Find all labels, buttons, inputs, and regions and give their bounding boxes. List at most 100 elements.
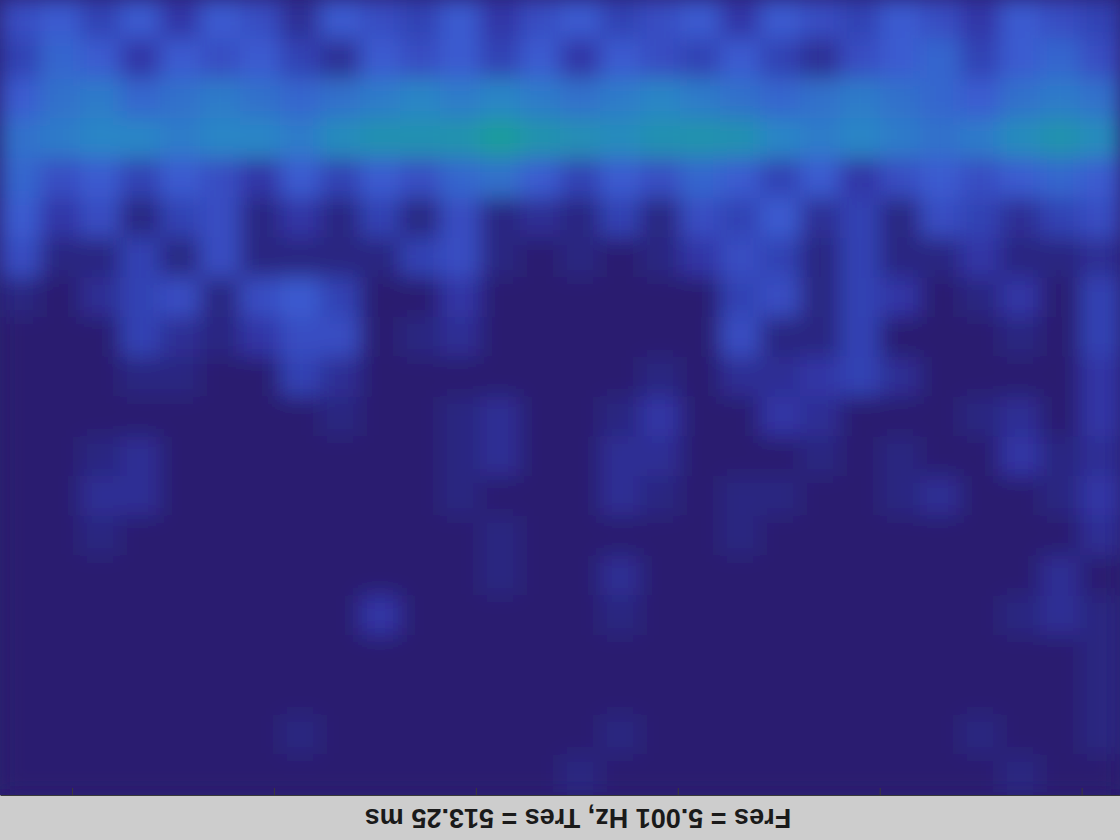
heatmap-cell bbox=[240, 118, 281, 160]
heatmap-cell bbox=[120, 516, 161, 558]
x-axis bbox=[1, 788, 1120, 796]
heatmap-cell bbox=[520, 595, 561, 637]
heatmap-cell bbox=[600, 675, 641, 717]
heatmap-cell bbox=[1000, 198, 1041, 240]
heatmap-cell bbox=[160, 198, 201, 240]
tick-mark bbox=[476, 788, 477, 795]
heatmap-cell bbox=[280, 198, 321, 240]
heatmap-cell bbox=[480, 397, 521, 439]
tick bbox=[72, 788, 73, 795]
heatmap-cell bbox=[760, 397, 801, 439]
heatmap-cell bbox=[680, 675, 721, 717]
heatmap-cell bbox=[1000, 397, 1041, 439]
heatmap-cell bbox=[1040, 715, 1081, 757]
heatmap-cell bbox=[560, 516, 601, 558]
heatmap-cell bbox=[1040, 635, 1081, 677]
heatmap-cell bbox=[480, 317, 521, 359]
heatmap-cell bbox=[280, 715, 321, 757]
heatmap-cell bbox=[600, 39, 641, 81]
heatmap-cell bbox=[80, 317, 121, 359]
heatmap-cell bbox=[840, 476, 881, 518]
heatmap-cell bbox=[960, 436, 1001, 478]
heatmap-cell bbox=[160, 238, 201, 280]
heatmap-cell bbox=[960, 238, 1001, 280]
heatmap-cell bbox=[440, 556, 481, 598]
heatmap-cell bbox=[200, 436, 241, 478]
heatmap-cell bbox=[320, 198, 361, 240]
heatmap-cell bbox=[600, 0, 641, 41]
heatmap-cell bbox=[840, 556, 881, 598]
heatmap-cell bbox=[840, 277, 881, 319]
heatmap-cell bbox=[440, 397, 481, 439]
heatmap-cell bbox=[440, 0, 481, 41]
heatmap-cell bbox=[200, 39, 241, 81]
heatmap-cell bbox=[40, 118, 81, 160]
heatmap-cell bbox=[40, 556, 81, 598]
heatmap-cell bbox=[40, 436, 81, 478]
heatmap-cell bbox=[280, 317, 321, 359]
heatmap-cell bbox=[920, 595, 961, 637]
heatmap-cell bbox=[720, 595, 761, 637]
heatmap-cell bbox=[800, 79, 841, 121]
heatmap-cell bbox=[80, 39, 121, 81]
heatmap-cell bbox=[200, 317, 241, 359]
heatmap-cell bbox=[640, 397, 681, 439]
heatmap-cell bbox=[160, 158, 201, 200]
tick-mark bbox=[678, 788, 679, 795]
heatmap-cell bbox=[920, 357, 961, 399]
heatmap-cell bbox=[440, 476, 481, 518]
heatmap-cell bbox=[1040, 0, 1081, 41]
heatmap-cell bbox=[80, 754, 121, 795]
heatmap-cell bbox=[880, 436, 921, 478]
heatmap-cell bbox=[1040, 39, 1081, 81]
heatmap-cell bbox=[520, 476, 561, 518]
background bbox=[0, 0, 1120, 840]
heatmap-cell bbox=[680, 238, 721, 280]
heatmap-cell bbox=[400, 118, 441, 160]
heatmap-cell bbox=[800, 675, 841, 717]
heatmap-cell bbox=[1080, 0, 1120, 41]
heatmap-cell bbox=[720, 556, 761, 598]
heatmap-cell bbox=[360, 595, 401, 637]
heatmap-cell bbox=[440, 198, 481, 240]
heatmap-cell bbox=[880, 556, 921, 598]
heatmap-cell bbox=[160, 635, 201, 677]
heatmap-cell bbox=[200, 198, 241, 240]
heatmap-cell bbox=[400, 476, 441, 518]
heatmap-cell bbox=[760, 516, 801, 558]
heatmap-cell bbox=[1080, 277, 1120, 319]
heatmap-cell bbox=[200, 715, 241, 757]
heatmap-cell bbox=[680, 198, 721, 240]
heatmap-cell bbox=[440, 595, 481, 637]
heatmap-cell bbox=[160, 476, 201, 518]
heatmap-cell bbox=[760, 635, 801, 677]
heatmap-cell bbox=[600, 754, 641, 795]
heatmap-cell bbox=[520, 277, 561, 319]
heatmap-cell bbox=[40, 39, 81, 81]
heatmap-cell bbox=[360, 118, 401, 160]
heatmap-cell bbox=[520, 198, 561, 240]
heatmap-cell bbox=[800, 0, 841, 41]
heatmap-cell bbox=[560, 277, 601, 319]
heatmap-cell bbox=[200, 79, 241, 121]
heatmap-cell bbox=[400, 715, 441, 757]
heatmap-cell bbox=[1080, 238, 1120, 280]
heatmap-cell bbox=[680, 754, 721, 795]
heatmap-cell bbox=[880, 158, 921, 200]
heatmap-cell bbox=[960, 39, 1001, 81]
heatmap-cell bbox=[680, 436, 721, 478]
heatmap-cell bbox=[880, 277, 921, 319]
heatmap-cell bbox=[1080, 198, 1120, 240]
heatmap-cell bbox=[920, 79, 961, 121]
heatmap-cell bbox=[80, 158, 121, 200]
heatmap-cell bbox=[1000, 317, 1041, 359]
heatmap-cell bbox=[320, 357, 361, 399]
heatmap-cell bbox=[720, 79, 761, 121]
heatmap-cell bbox=[480, 476, 521, 518]
heatmap-cell bbox=[800, 436, 841, 478]
heatmap-cell bbox=[0, 118, 41, 160]
heatmap-cell bbox=[160, 436, 201, 478]
heatmap-cell bbox=[360, 158, 401, 200]
heatmap-cell bbox=[160, 675, 201, 717]
heatmap-cell bbox=[1000, 118, 1041, 160]
